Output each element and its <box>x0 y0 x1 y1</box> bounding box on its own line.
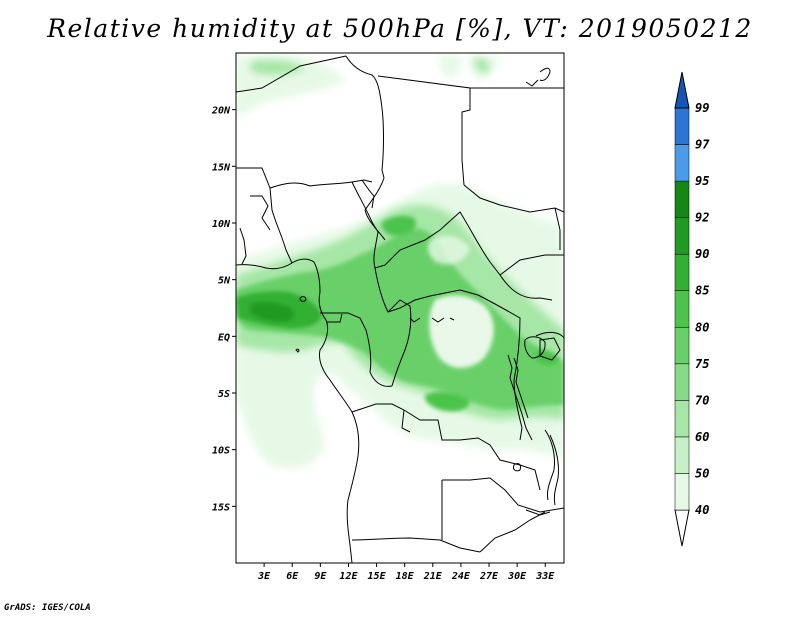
lon-tick-label: 9E <box>314 571 327 582</box>
colorbar-level-label: 50 <box>695 466 709 480</box>
colorbar-segment <box>674 180 690 218</box>
lat-tick-label: 20N <box>211 106 231 117</box>
lon-tick-label: 3E <box>257 571 271 582</box>
lat-tick-label: 15S <box>212 502 230 513</box>
lon-tick-label: 27E <box>479 571 499 582</box>
colorbar-level-label: 80 <box>695 320 709 334</box>
lat-tick-label: 10S <box>212 446 230 457</box>
colorbar-level-label: 60 <box>695 430 709 444</box>
lon-tick-label: 12E <box>339 571 358 582</box>
longitude-axis: 3E 6E 9E 12E 15E 18E 21E 24E 27E 30E 33E <box>257 563 555 582</box>
lon-tick-label: 24E <box>451 571 471 582</box>
colorbar-max-triangle <box>674 71 690 109</box>
colorbar-segment <box>674 327 690 365</box>
west-coastline <box>236 258 360 563</box>
lat-tick-label: 10N <box>212 219 231 230</box>
humidity-dry-patch <box>428 235 494 368</box>
colorbar-level-label: 75 <box>695 357 709 371</box>
lat-tick-label: 5S <box>218 389 230 400</box>
lon-tick-label: 15E <box>368 571 387 582</box>
map-title: Relative humidity at 500hPa [%], VT: 201… <box>47 14 753 43</box>
colorbar: 40 50 60 70 75 80 85 90 92 95 97 99 <box>674 71 710 547</box>
lat-tick-label: 5N <box>218 276 231 287</box>
lon-tick-label: 18E <box>396 571 415 582</box>
lon-tick-label: 21E <box>423 571 443 582</box>
lon-tick-label: 6E <box>286 571 299 582</box>
lon-tick-label: 33E <box>535 571 555 582</box>
colorbar-level-label: 97 <box>695 138 710 152</box>
colorbar-level-label: 99 <box>695 101 709 115</box>
colorbar-level-label: 92 <box>695 211 709 225</box>
credit-label: GrADS: IGES/COLA <box>4 603 91 613</box>
lat-tick-label: 15N <box>212 162 231 173</box>
colorbar-min-triangle <box>674 509 690 547</box>
country-boundaries <box>236 55 564 563</box>
colorbar-segment <box>674 144 690 182</box>
colorbar-segment <box>674 290 690 328</box>
colorbar-level-label: 95 <box>695 174 709 188</box>
latitude-axis: 20N 15N 10N 5N EQ 5S 10S 15S <box>211 106 236 513</box>
colorbar-segment <box>674 436 690 474</box>
colorbar-segment <box>674 107 690 145</box>
colorbar-segment <box>674 363 690 401</box>
colorbar-segment <box>674 400 690 438</box>
colorbar-level-label: 85 <box>695 284 709 298</box>
lat-tick-label: EQ <box>218 332 230 343</box>
colorbar-level-label: 70 <box>695 393 709 407</box>
colorbar-level-label: 90 <box>695 247 709 261</box>
map-frame <box>235 52 565 564</box>
colorbar-segment <box>674 473 690 511</box>
colorbar-segment <box>674 253 690 291</box>
lon-tick-label: 30E <box>507 571 527 582</box>
colorbar-segment <box>674 217 690 255</box>
colorbar-level-label: 40 <box>695 503 709 517</box>
